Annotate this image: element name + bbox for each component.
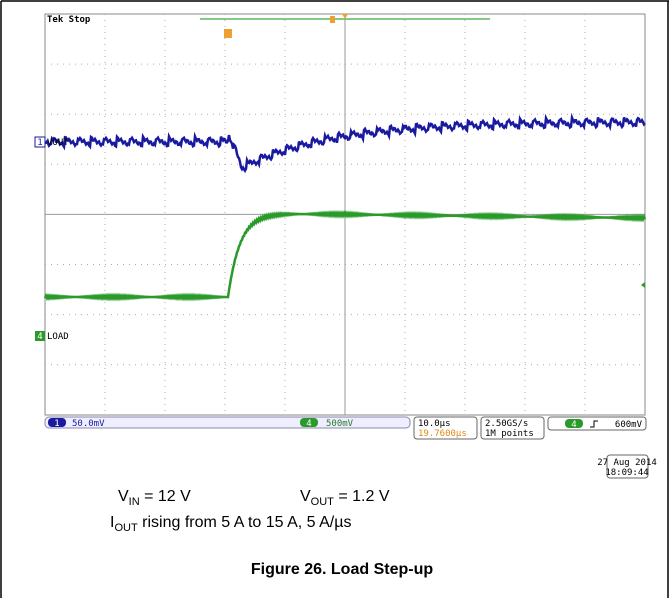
ch4-marker (35, 331, 45, 341)
trigger-marker (224, 29, 232, 38)
figure-caption: Figure 26. Load Step-up (251, 561, 433, 578)
vout: VOUT = 1.2 V (300, 488, 390, 508)
sample-rate: 2.50GS/s (485, 419, 528, 429)
iout: IOUT rising from 5 A to 15 A, 5 A/µs (110, 514, 351, 534)
time: 18:09:44 (605, 468, 648, 478)
load-trace (43, 209, 647, 302)
vout-trace (44, 112, 646, 174)
trigger-slope (590, 420, 598, 428)
vin: VIN = 12 V (118, 488, 191, 508)
ch4-pill-number: 4 (306, 419, 311, 429)
ch4-number: 4 (37, 332, 42, 342)
view-marker (330, 16, 335, 23)
ch1-scale: 50.0mV (72, 419, 105, 429)
ch1-marker (34, 136, 46, 148)
status: Tek Stop (47, 15, 91, 25)
ch4-label: LOAD (47, 332, 69, 342)
trigger-level-marker (641, 282, 645, 288)
datetime-box (606, 454, 649, 479)
ch1-pill-number: 1 (54, 419, 59, 429)
ch1-number: 1 (37, 138, 42, 148)
acq-box (480, 416, 545, 440)
trigger-pill (565, 419, 583, 428)
ch1-pill (48, 418, 66, 427)
timebase: 10.0µs (418, 419, 451, 429)
status-bar (44, 416, 411, 429)
ch1-label: VOUT (47, 138, 69, 148)
delay: 19.7600µs (418, 429, 467, 439)
record-length: 1M points (485, 429, 534, 439)
timebase-box (413, 416, 478, 440)
trigger-source: 4 (571, 420, 576, 430)
trigger-point (342, 14, 348, 19)
trigger-level: 600mV (615, 420, 643, 430)
date: 27 Aug 2014 (597, 458, 657, 468)
ch4-scale: 500mV (326, 419, 354, 429)
ch4-pill (300, 418, 318, 427)
